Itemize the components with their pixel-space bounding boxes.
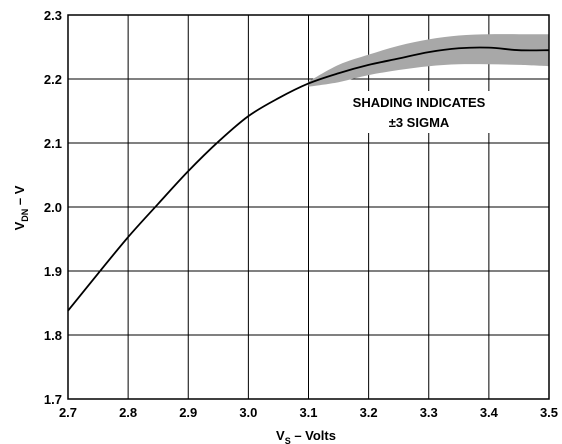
annotation-line-1: SHADING INDICATES: [353, 95, 486, 110]
vdn-curve-line: [67, 46, 550, 312]
x-tick-label: 2.9: [179, 405, 197, 420]
x-tick-label: 3.3: [420, 405, 438, 420]
y-tick-label: 1.8: [44, 328, 62, 343]
x-tick-label: 3.1: [299, 405, 317, 420]
x-tick-labels: 2.7 2.8 2.9 3.0 3.1 3.2 3.3 3.4 3.5: [59, 405, 558, 420]
annotation-background: [330, 91, 508, 133]
y-tick-label: 2.3: [44, 8, 62, 23]
x-tick-label: 2.8: [119, 405, 137, 420]
annotation-line-2: ±3 SIGMA: [389, 115, 450, 130]
y-tick-label: 2.0: [44, 200, 62, 215]
y-tick-label: 1.7: [44, 392, 62, 407]
annotation-box: SHADING INDICATES ±3 SIGMA: [330, 91, 508, 133]
x-tick-label: 3.5: [540, 405, 558, 420]
plot-frame: [67, 14, 550, 400]
x-tick-label: 3.4: [480, 405, 499, 420]
x-tick-label: 3.2: [360, 405, 378, 420]
y-tick-label: 1.9: [44, 264, 62, 279]
y-tick-label: 2.1: [44, 136, 62, 151]
x-axis-label: VS – Volts: [276, 428, 336, 444]
x-tick-label: 3.0: [239, 405, 257, 420]
x-tick-label: 2.7: [59, 405, 77, 420]
y-tick-label: 2.2: [44, 72, 62, 87]
y-tick-labels: 1.7 1.8 1.9 2.0 2.1 2.2 2.3: [44, 8, 62, 407]
grid: [67, 14, 550, 400]
y-axis-label: VDN – V: [12, 185, 30, 230]
